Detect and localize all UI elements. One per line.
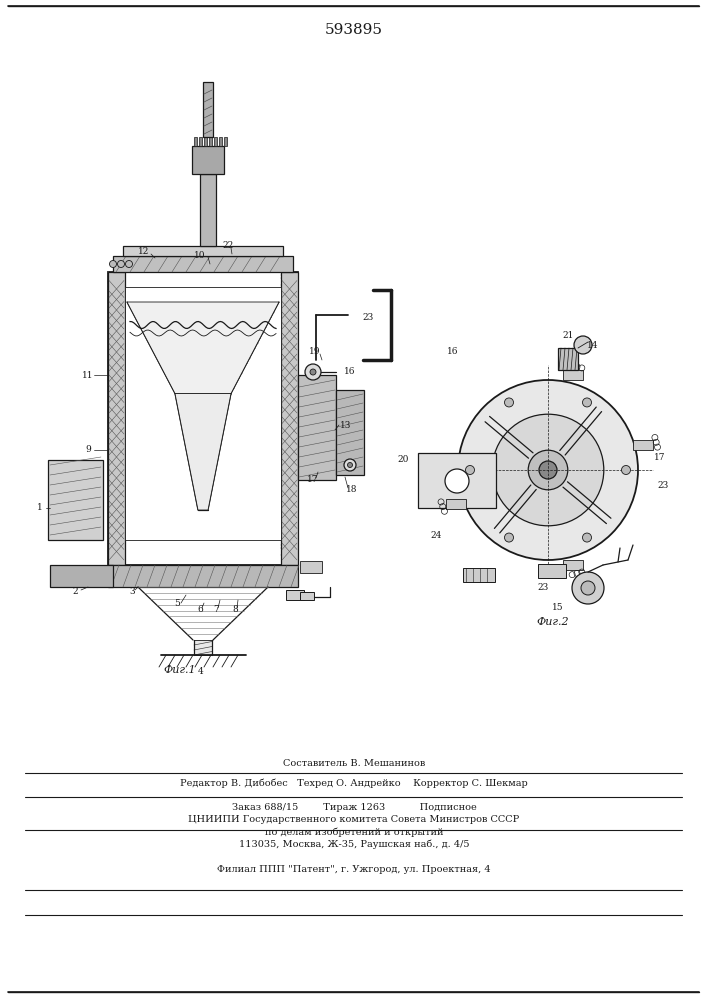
- Text: 20: 20: [397, 456, 409, 464]
- Circle shape: [505, 398, 513, 407]
- Text: 24: 24: [431, 530, 442, 540]
- Bar: [209, 137, 212, 146]
- Bar: [108, 565, 298, 587]
- Text: 21: 21: [562, 330, 573, 340]
- Circle shape: [126, 260, 132, 267]
- Bar: [286, 590, 304, 600]
- Bar: [50, 565, 113, 587]
- Text: 23: 23: [537, 584, 549, 592]
- Bar: [108, 272, 125, 565]
- Text: 16: 16: [448, 348, 459, 357]
- Bar: [219, 137, 222, 146]
- Text: 17: 17: [654, 454, 666, 462]
- Circle shape: [344, 459, 356, 471]
- Bar: [463, 568, 495, 582]
- Text: 23: 23: [363, 312, 373, 322]
- Text: 4: 4: [198, 668, 204, 676]
- Text: Составитель В. Мешанинов: Составитель В. Мешанинов: [283, 758, 425, 768]
- Polygon shape: [127, 302, 279, 393]
- Circle shape: [492, 414, 604, 526]
- Circle shape: [621, 466, 631, 475]
- Circle shape: [583, 533, 592, 542]
- Bar: [281, 272, 298, 565]
- Text: ЦНИИПИ Государственного комитета Совета Министров СССР: ЦНИИПИ Государственного комитета Совета …: [188, 816, 520, 824]
- Bar: [418, 453, 496, 508]
- Text: Фиг.2: Фиг.2: [537, 617, 569, 627]
- Text: 5: 5: [174, 599, 180, 608]
- Circle shape: [581, 581, 595, 595]
- Text: 1: 1: [37, 504, 43, 512]
- Bar: [298, 375, 336, 480]
- Circle shape: [458, 380, 638, 560]
- Bar: [563, 560, 583, 570]
- Circle shape: [310, 369, 316, 375]
- Bar: [300, 561, 322, 573]
- Text: 23: 23: [658, 481, 669, 489]
- Text: 11: 11: [82, 370, 94, 379]
- Circle shape: [572, 572, 604, 604]
- Text: 6: 6: [197, 605, 203, 614]
- Bar: [203, 82, 213, 137]
- Circle shape: [505, 533, 513, 542]
- Text: 16: 16: [344, 367, 356, 376]
- Bar: [125, 287, 281, 540]
- Circle shape: [465, 466, 474, 475]
- Text: 18: 18: [346, 486, 358, 494]
- Circle shape: [117, 260, 124, 267]
- Bar: [563, 370, 583, 380]
- Text: 8: 8: [232, 605, 238, 614]
- Bar: [224, 137, 227, 146]
- Text: 593895: 593895: [325, 23, 383, 37]
- Text: по делам изобретений и открытий: по делам изобретений и открытий: [264, 827, 443, 837]
- Bar: [194, 137, 197, 146]
- Circle shape: [583, 398, 592, 407]
- Text: 12: 12: [139, 247, 150, 256]
- Text: 15: 15: [552, 603, 563, 612]
- Circle shape: [110, 260, 117, 267]
- Circle shape: [574, 336, 592, 354]
- Text: 19: 19: [309, 348, 321, 357]
- Bar: [113, 256, 293, 272]
- Text: Редактор В. Дибобес   Техред О. Андрейко    Корректор С. Шекмар: Редактор В. Дибобес Техред О. Андрейко К…: [180, 778, 528, 788]
- Bar: [558, 348, 578, 370]
- Circle shape: [445, 469, 469, 493]
- Bar: [633, 440, 653, 450]
- Text: Филиал ППП "Патент", г. Ужгород, ул. Проектная, 4: Филиал ППП "Патент", г. Ужгород, ул. Про…: [217, 865, 491, 874]
- Circle shape: [305, 364, 321, 380]
- Bar: [108, 272, 298, 565]
- Text: 22: 22: [223, 240, 233, 249]
- Bar: [446, 499, 466, 509]
- Circle shape: [348, 462, 353, 468]
- Bar: [300, 592, 314, 600]
- Polygon shape: [175, 393, 231, 510]
- Text: 113035, Москва, Ж-35, Раушская наб., д. 4/5: 113035, Москва, Ж-35, Раушская наб., д. …: [239, 839, 469, 849]
- Text: 13: 13: [340, 420, 351, 430]
- Bar: [200, 174, 216, 246]
- Bar: [48, 460, 103, 540]
- Bar: [214, 137, 217, 146]
- Circle shape: [539, 461, 557, 479]
- Bar: [199, 137, 202, 146]
- Text: 10: 10: [194, 250, 206, 259]
- Text: 17: 17: [308, 476, 319, 485]
- Text: Заказ 688/15        Тираж 1263           Подписное: Заказ 688/15 Тираж 1263 Подписное: [232, 802, 477, 812]
- Bar: [194, 640, 212, 655]
- Text: 9: 9: [85, 446, 91, 454]
- Text: 14: 14: [588, 340, 599, 350]
- Text: 7: 7: [213, 605, 219, 614]
- Bar: [192, 146, 224, 174]
- Text: Фиг.1: Фиг.1: [164, 665, 197, 675]
- Text: 2: 2: [72, 587, 78, 596]
- Text: 3: 3: [129, 587, 135, 596]
- Bar: [204, 137, 207, 146]
- Bar: [336, 390, 364, 475]
- Bar: [123, 246, 283, 256]
- Bar: [538, 564, 566, 578]
- Circle shape: [528, 450, 568, 490]
